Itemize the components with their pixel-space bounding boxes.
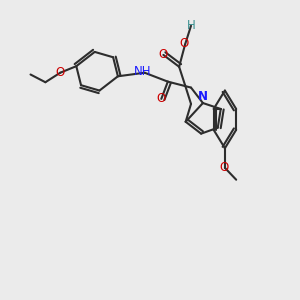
Text: O: O [179, 37, 188, 50]
Text: NH: NH [134, 65, 151, 78]
Text: O: O [156, 92, 165, 105]
Text: N: N [198, 90, 208, 103]
Text: O: O [56, 66, 65, 79]
Text: H: H [187, 19, 195, 32]
Text: O: O [220, 161, 229, 174]
Text: O: O [158, 48, 167, 62]
